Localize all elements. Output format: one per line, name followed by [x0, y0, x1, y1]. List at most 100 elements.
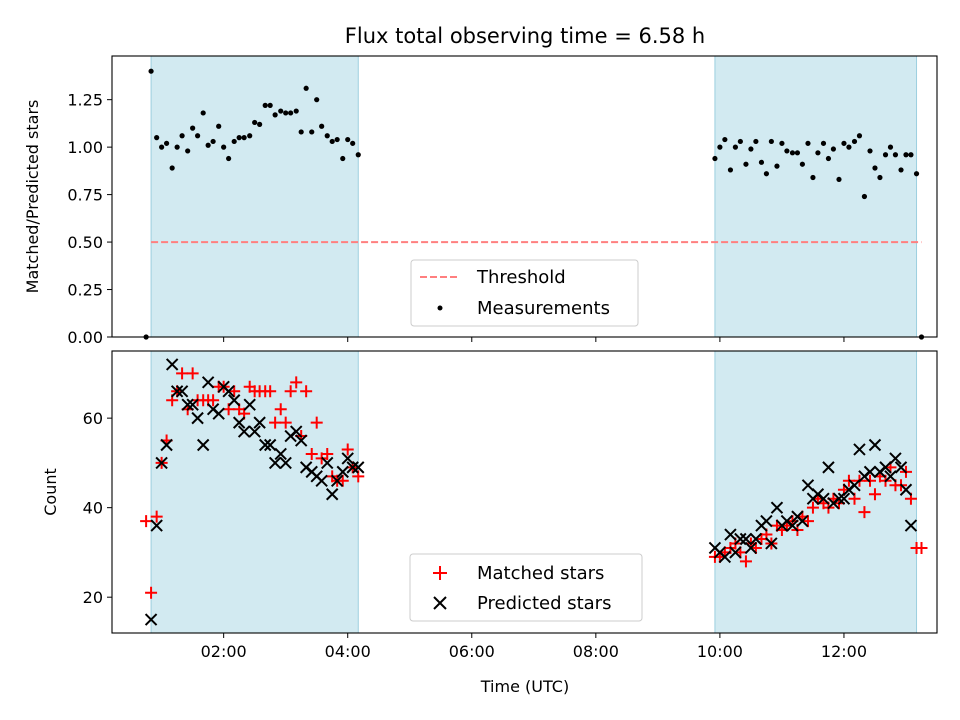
- measurement-point: [303, 85, 309, 91]
- measurement-point: [892, 152, 899, 158]
- predicted-star-point: [150, 519, 163, 532]
- matched-star-point: [341, 443, 354, 456]
- measurement-point: [283, 110, 289, 116]
- measurement-point: [185, 148, 191, 154]
- measurement-point: [174, 144, 180, 150]
- star-count-points: [140, 358, 928, 626]
- axes-frame: [111, 350, 938, 634]
- predicted-star-point: [321, 456, 334, 470]
- measurement-point: [319, 123, 325, 129]
- y-tick-label: 1.25: [67, 91, 103, 110]
- predicted-star-point: [160, 438, 173, 452]
- legend-threshold-label: Threshold: [476, 267, 566, 288]
- measurement-point: [815, 150, 821, 156]
- x-tick-label: 08:00: [573, 642, 619, 661]
- measurement-point: [278, 108, 284, 114]
- predicted-star-point: [868, 438, 882, 452]
- y-tick-label: 40: [83, 499, 103, 518]
- measurement-point: [221, 144, 227, 150]
- measurement-point: [247, 133, 253, 139]
- y-tick-label: 1.00: [67, 138, 103, 157]
- legend-matched-label: Matched stars: [477, 563, 604, 584]
- predicted-star-point: [279, 456, 292, 470]
- measurement-point: [768, 138, 774, 145]
- legend-predicted-label: Predicted stars: [477, 593, 611, 614]
- measurement-point: [309, 129, 315, 135]
- measurement-point: [851, 138, 858, 145]
- predicted-star-point: [325, 488, 339, 501]
- measurement-point: [727, 167, 734, 173]
- matched-star-point: [300, 385, 313, 398]
- predicted-star-point: [346, 461, 359, 474]
- measurement-point: [159, 144, 165, 150]
- predicted-star-point: [786, 519, 799, 532]
- measurement-point: [810, 174, 816, 181]
- measurement-point: [882, 152, 889, 158]
- matched-star-point: [279, 416, 292, 429]
- predicted-star-point: [734, 532, 747, 546]
- measurement-point: [784, 148, 790, 154]
- measurement-point: [324, 133, 330, 139]
- matched-star-point: [145, 586, 158, 599]
- matched-star-point: [228, 385, 241, 398]
- ratio-legend: Threshold Measurements: [410, 259, 639, 327]
- predicted-star-point: [889, 452, 902, 465]
- predicted-star-point: [718, 550, 732, 564]
- matched-star-point: [321, 447, 334, 460]
- count-panel: 20 40 60 02:00 04:00 06:00 08:00 10:00 12:00 Tim…: [41, 350, 938, 696]
- predicted-star-point: [263, 438, 277, 452]
- measurement-point: [334, 136, 340, 143]
- ratio-y-axis-label: Matched/Predicted stars: [23, 100, 42, 294]
- matched-star-point: [284, 385, 297, 398]
- chart-title: Flux total observing time = 6.58 h: [345, 24, 705, 48]
- y-tick-label: 0.50: [67, 233, 103, 252]
- measurement-point: [205, 142, 211, 148]
- measurement-point: [293, 108, 299, 114]
- matched-star-point: [269, 416, 282, 429]
- predicted-star-point: [336, 465, 349, 479]
- predicted-star-point: [884, 470, 897, 483]
- shaded-interval: [150, 350, 359, 634]
- measurement-point: [794, 150, 801, 156]
- predicted-star-point: [749, 532, 763, 546]
- measurement-point: [846, 144, 852, 150]
- predicted-star-point: [181, 398, 194, 411]
- measurement-point: [350, 140, 356, 146]
- measurement-point: [908, 152, 914, 158]
- measurement-point: [272, 112, 278, 118]
- measurement-point: [722, 136, 728, 143]
- predicted-star-point: [268, 456, 282, 470]
- predicted-star-point: [243, 398, 256, 411]
- predicted-star-point: [315, 474, 328, 488]
- predicted-star-point: [227, 394, 241, 407]
- measurement-point: [298, 129, 304, 135]
- predicted-star-point: [155, 456, 168, 470]
- measurement-point: [179, 133, 185, 139]
- predicted-star-point: [832, 492, 846, 505]
- matched-star-point: [274, 403, 287, 416]
- measurement-point: [231, 138, 237, 145]
- predicted-star-point: [724, 528, 737, 541]
- measurement-point: [753, 138, 759, 145]
- measurement-point: [774, 163, 780, 169]
- predicted-star-point: [863, 465, 877, 479]
- measurement-point: [154, 135, 160, 141]
- predicted-star-point: [770, 501, 784, 514]
- measurement-point: [877, 174, 883, 181]
- measurement-point: [789, 150, 796, 156]
- x-axis-label: Time (UTC): [480, 677, 569, 696]
- measurement-point: [732, 144, 739, 150]
- predicted-star-point: [170, 385, 184, 398]
- predicted-star-point: [817, 492, 830, 505]
- x-tick-label: 12:00: [821, 642, 867, 661]
- measurement-point: [195, 133, 201, 139]
- x-tick-label: 04:00: [325, 642, 371, 661]
- shaded-interval: [714, 55, 918, 338]
- count-axes: 20 40 60 02:00 04:00 06:00 08:00 10:00 12:00: [83, 350, 938, 661]
- measurement-point: [743, 161, 749, 167]
- measurement-point: [903, 152, 909, 158]
- predicted-star-point: [894, 461, 908, 474]
- measurement-point: [820, 140, 827, 146]
- measurement-point: [836, 176, 842, 183]
